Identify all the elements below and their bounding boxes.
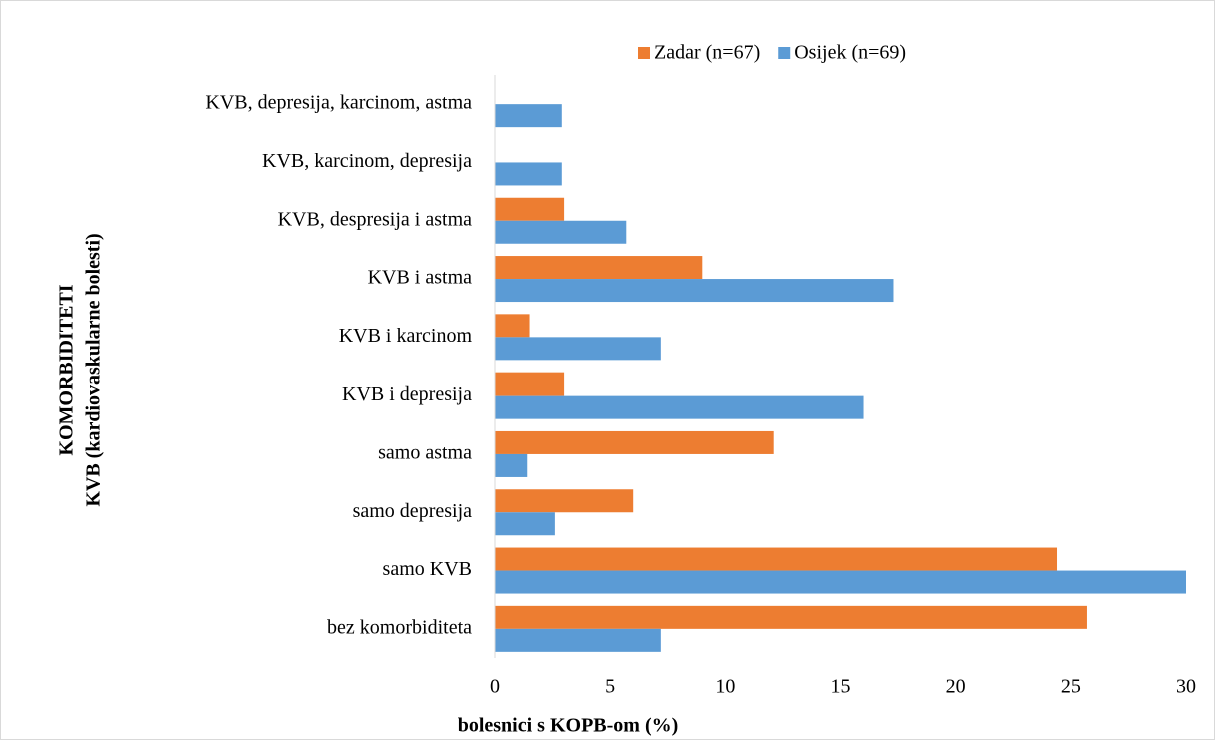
y-axis-title: KOMORBIDITETI — [56, 284, 78, 455]
bar — [495, 256, 703, 280]
bar — [495, 279, 894, 303]
y-tick-label: KVB, karcinom, depresija — [262, 150, 472, 172]
y-tick-label: samo depresija — [353, 500, 473, 522]
bar — [495, 512, 555, 536]
y-tick-label: KVB i karcinom — [339, 325, 473, 347]
x-tick-label: 10 — [715, 676, 735, 698]
x-tick-label: 5 — [605, 676, 615, 698]
bar — [495, 395, 864, 419]
bar — [495, 372, 565, 396]
bar — [495, 489, 634, 513]
legend-label: Osijek (n=69) — [794, 42, 906, 64]
bar — [495, 453, 528, 477]
bar — [495, 220, 627, 244]
legend-swatch — [778, 47, 791, 59]
y-tick-label: KVB i astma — [368, 267, 473, 289]
x-tick-label: 30 — [1176, 676, 1196, 698]
x-tick-label: 25 — [1061, 676, 1081, 698]
y-tick-label: KVB i depresija — [342, 383, 472, 405]
y-tick-label: bez komorbiditeta — [327, 616, 472, 638]
legend-label: Zadar (n=67) — [654, 42, 760, 64]
y-axis-title: KVB (kardiovaskularne bolesti) — [83, 233, 105, 506]
legend-swatch — [638, 47, 650, 59]
bar — [495, 337, 661, 361]
bar — [495, 430, 774, 454]
y-tick-label: KVB, depresija, karcinom, astma — [205, 92, 472, 114]
y-tick-label: KVB, despresija i astma — [278, 208, 473, 230]
bar — [495, 104, 562, 128]
bar — [495, 628, 661, 652]
bar — [495, 314, 530, 338]
x-tick-label: 0 — [490, 676, 500, 698]
x-axis-title: bolesnici s KOPB-om (%) — [458, 715, 679, 737]
bar — [495, 162, 562, 186]
x-tick-label: 15 — [831, 676, 851, 698]
bar — [495, 570, 1186, 594]
bar — [495, 605, 1087, 629]
bar — [495, 197, 565, 221]
y-tick-label: samo KVB — [383, 558, 472, 580]
bar — [495, 547, 1058, 571]
y-tick-label: samo astma — [378, 442, 472, 464]
x-tick-label: 20 — [946, 676, 966, 698]
